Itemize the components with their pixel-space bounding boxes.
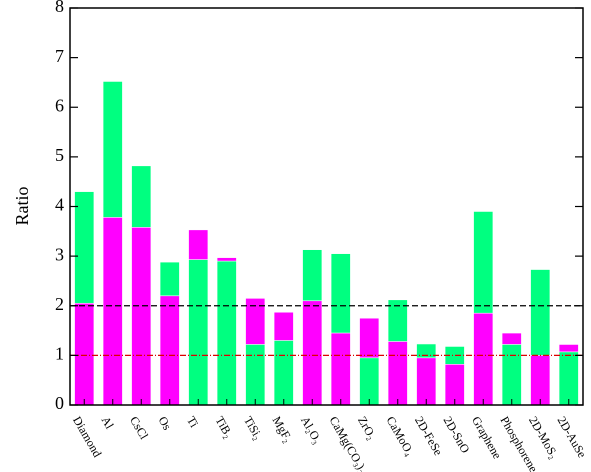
- bar: [302, 300, 323, 406]
- x-tick-label: TiSi₂: [241, 414, 265, 442]
- bar: [359, 357, 380, 406]
- x-tick-label: ZrO₂: [355, 414, 379, 442]
- y-axis-label: Ratio: [12, 187, 32, 226]
- bar: [102, 217, 123, 406]
- bar: [273, 340, 294, 406]
- bar: [159, 295, 180, 406]
- y-tick-label: 0: [55, 393, 64, 413]
- y-tick-label: 5: [55, 145, 64, 165]
- y-tick-label: 6: [55, 95, 64, 115]
- y-tick-label: 8: [55, 0, 64, 16]
- bar: [530, 355, 551, 406]
- bar: [473, 312, 494, 406]
- x-tick-label: Os: [156, 414, 175, 433]
- y-tick-label: 2: [55, 294, 64, 314]
- bar: [444, 364, 465, 406]
- x-tick-label: Ti: [184, 414, 202, 430]
- bar: [245, 344, 266, 406]
- bar: [74, 302, 95, 406]
- x-tick-label: TiB₂: [213, 414, 236, 440]
- y-tick-label: 7: [55, 46, 64, 66]
- bar: [501, 344, 522, 406]
- bar: [188, 259, 209, 406]
- bar: [216, 260, 237, 406]
- bar: [416, 357, 437, 406]
- bar: [387, 341, 408, 406]
- x-tick-label: Al: [99, 414, 117, 432]
- bar: [558, 351, 579, 406]
- x-tick-label: MgF₂: [270, 414, 296, 445]
- y-tick-label: 3: [55, 244, 64, 264]
- y-tick-label: 1: [55, 344, 64, 364]
- x-tick-label: Al₂O₃: [298, 414, 325, 446]
- bar: [330, 332, 351, 406]
- x-tick-label: CsCl: [127, 414, 151, 442]
- y-tick-label: 4: [55, 195, 64, 215]
- bar: [131, 227, 152, 406]
